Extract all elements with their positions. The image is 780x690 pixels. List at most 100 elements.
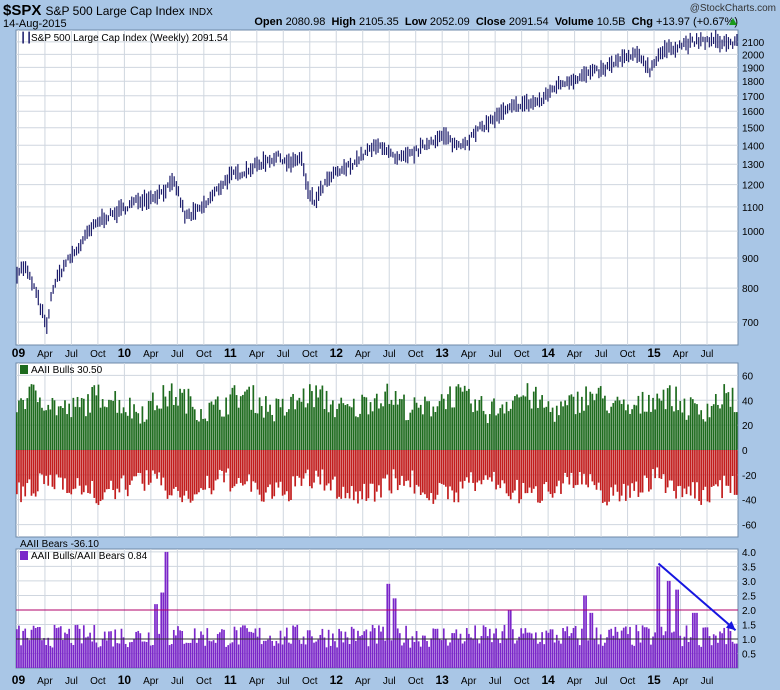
- ratio-bar: [32, 625, 35, 668]
- price-tick-label: 800: [742, 284, 759, 295]
- bulls-bar: [394, 391, 397, 450]
- bulls-bar: [367, 414, 370, 450]
- bulls-bar: [214, 399, 217, 450]
- ratio-bar: [535, 632, 537, 668]
- bulls-bar: [242, 394, 244, 450]
- ratio-bar: [465, 628, 468, 668]
- bears-bar: [614, 450, 617, 485]
- bulls-bar: [421, 414, 424, 450]
- ratio-bar: [34, 628, 37, 668]
- bulls-bar: [193, 409, 196, 450]
- bulls-bar: [208, 402, 211, 450]
- ratio-bar: [589, 612, 592, 668]
- bears-bar: [352, 450, 355, 501]
- ratio-bar: [382, 626, 384, 668]
- bulls-bar: [714, 394, 717, 450]
- bears-bar: [175, 450, 177, 487]
- bears-bar: [434, 450, 437, 500]
- bears-bar: [497, 450, 500, 485]
- bears-bar: [424, 450, 426, 495]
- bulls-bar: [595, 393, 598, 450]
- ratio-bar: [49, 645, 52, 668]
- bulls-bar: [164, 396, 167, 450]
- bulls-bar: [409, 412, 412, 450]
- bears-bar: [549, 450, 552, 495]
- bulls-bar: [175, 397, 177, 450]
- ratio-bar: [673, 631, 675, 668]
- price-tick-label: 700: [742, 318, 759, 329]
- bears-bar: [539, 450, 541, 503]
- ratio-bar: [122, 637, 125, 668]
- bears-bar: [428, 450, 430, 501]
- ratio-bar: [539, 641, 541, 668]
- bears-bar: [396, 450, 399, 491]
- bears-bar: [99, 450, 102, 502]
- ratio-tick-label: 2.0: [742, 606, 756, 617]
- x-tick-label-top: Apr: [461, 349, 477, 360]
- ratio-bar: [432, 628, 435, 668]
- bears-bar: [484, 450, 487, 476]
- x-tick-label-top: Apr: [37, 349, 53, 360]
- ratio-bar: [191, 638, 194, 668]
- ratio-bar: [294, 626, 297, 668]
- ratio-bar: [348, 644, 351, 668]
- price-tick-label: 900: [742, 254, 759, 265]
- bears-bar: [39, 450, 41, 474]
- bears-bar: [359, 450, 361, 492]
- bears-bar: [327, 450, 330, 484]
- ratio-bar: [346, 637, 349, 668]
- bulls-bar: [401, 399, 403, 450]
- ratio-bar: [604, 642, 606, 668]
- bears-bar: [344, 450, 347, 499]
- ratio-bar: [124, 643, 127, 668]
- bears-bar: [191, 450, 194, 501]
- bears-bar: [706, 450, 709, 502]
- bulls-bar: [601, 398, 604, 450]
- ratio-bar: [147, 632, 150, 668]
- ohlc-icon: ┃┃: [20, 31, 32, 44]
- bulls-bar: [223, 416, 225, 450]
- x-tick-label-top: Apr: [567, 349, 583, 360]
- bulls-bar: [419, 404, 422, 450]
- bears-bar: [719, 450, 721, 481]
- bulls-bar: [445, 409, 447, 450]
- bears-bar: [118, 450, 121, 493]
- bulls-panel-title: AAII Bulls 30.50: [31, 365, 103, 376]
- bulls-bar: [641, 391, 644, 450]
- bulls-bar: [181, 392, 184, 450]
- bulls-bar: [162, 385, 165, 450]
- ratio-bar: [156, 604, 158, 668]
- bears-bar: [105, 450, 108, 490]
- bears-bar: [216, 450, 219, 480]
- bulls-bar: [564, 400, 566, 450]
- bears-bar: [346, 450, 349, 494]
- ratio-bar: [434, 628, 437, 668]
- ratio-bar: [74, 625, 77, 668]
- bulls-bar: [55, 415, 58, 450]
- ratio-bar: [47, 637, 50, 668]
- ratio-bar: [223, 629, 225, 668]
- ratio-bar: [549, 629, 552, 668]
- ratio-bar: [281, 644, 284, 668]
- x-tick-label-bottom: Oct: [620, 676, 636, 687]
- ratio-bar: [428, 646, 430, 668]
- sentiment-tick-label: 0: [742, 446, 748, 457]
- ratio-bar: [28, 640, 31, 668]
- bulls-bar: [133, 404, 135, 450]
- bears-bar: [271, 450, 274, 499]
- ratio-bar: [227, 645, 230, 668]
- bears-bar: [574, 450, 577, 486]
- bears-bar: [518, 450, 520, 504]
- price-tick-label: 1000: [742, 227, 765, 238]
- ratio-bar: [691, 612, 694, 668]
- bears-bar: [689, 450, 692, 496]
- bulls-bar: [541, 395, 543, 450]
- bulls-bar: [673, 411, 675, 450]
- bulls-bar: [191, 406, 194, 450]
- ratio-bar: [390, 640, 393, 668]
- ratio-bar: [562, 628, 564, 668]
- bears-bar: [116, 450, 119, 489]
- bulls-bar: [139, 423, 142, 450]
- bulls-bar: [359, 413, 361, 450]
- bears-bar: [62, 450, 64, 490]
